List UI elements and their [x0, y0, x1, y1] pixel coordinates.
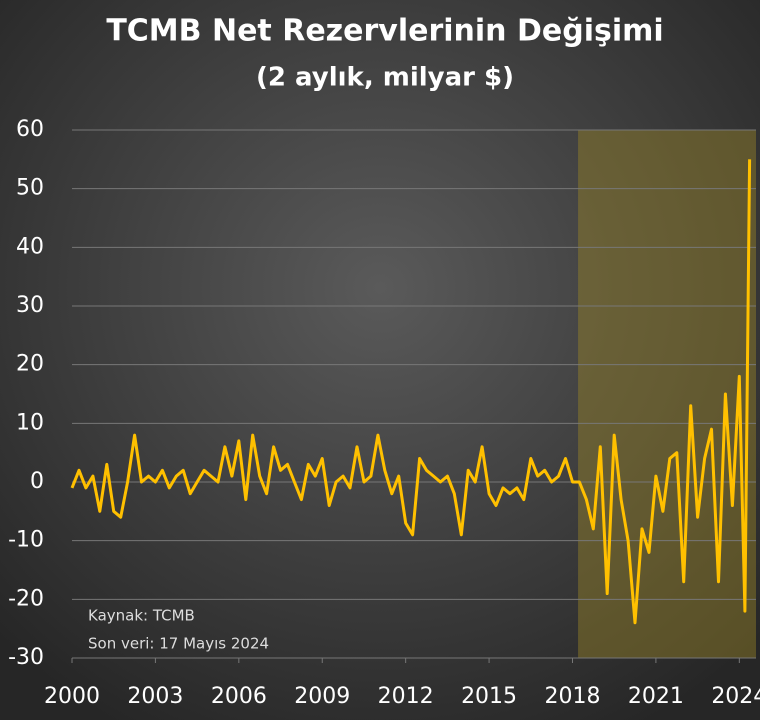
highlight-band — [578, 130, 756, 658]
data-line — [70, 159, 752, 625]
x-tick-label: 2024 — [711, 684, 760, 709]
chart-subtitle: (2 aylık, milyar $) — [256, 63, 514, 93]
y-tick-label: 50 — [16, 176, 44, 201]
y-tick-label: 0 — [30, 469, 44, 494]
y-tick-label: 20 — [16, 352, 44, 377]
x-tick-label: 2006 — [211, 684, 267, 709]
x-tick-label: 2021 — [628, 684, 684, 709]
x-tick-label: 2000 — [44, 684, 100, 709]
x-tick-label: 2018 — [544, 684, 600, 709]
y-tick-label: -10 — [8, 528, 44, 553]
annotation: Kaynak: TCMB — [88, 607, 195, 625]
y-tick-label: 60 — [16, 117, 44, 142]
chart-title: TCMB Net Rezervlerinin Değişimi — [106, 14, 663, 49]
y-tick-label: 30 — [16, 293, 44, 318]
y-tick-label: 40 — [16, 234, 44, 259]
x-tick-label: 2012 — [378, 684, 434, 709]
x-tick-label: 2003 — [127, 684, 183, 709]
x-tick-label: 2015 — [461, 684, 517, 709]
y-tick-label: -20 — [8, 586, 44, 611]
annotation: Son veri: 17 Mayıs 2024 — [88, 635, 269, 653]
y-tick-label: 10 — [16, 410, 44, 435]
x-tick-label: 2009 — [294, 684, 350, 709]
y-tick-label: -30 — [8, 645, 44, 670]
